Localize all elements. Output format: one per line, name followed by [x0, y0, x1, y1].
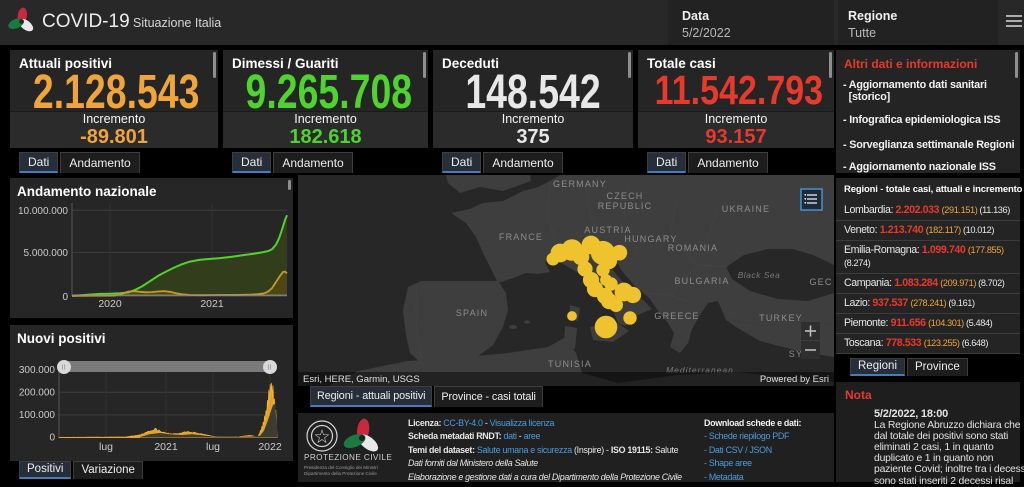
svg-text:200.000: 200.000: [19, 388, 56, 399]
svg-text:GERMANY: GERMANY: [553, 179, 607, 189]
svg-text:PROTEZIONE CIVILE: PROTEZIONE CIVILE: [304, 453, 392, 462]
svg-text:2022: 2022: [258, 441, 282, 453]
svg-text:TUNISIA: TUNISIA: [548, 359, 592, 369]
svg-text:2021: 2021: [200, 298, 224, 310]
svg-text:GREECE: GREECE: [654, 311, 699, 321]
svg-text:2021: 2021: [154, 441, 178, 453]
svg-text:☆: ☆: [313, 427, 330, 448]
svg-text:100.000: 100.000: [19, 410, 56, 421]
svg-text:CZECH: CZECH: [607, 191, 644, 201]
svg-text:0: 0: [49, 433, 55, 444]
svg-text:FRANCE: FRANCE: [499, 232, 543, 242]
svg-text:Presidenza del Consiglio dei M: Presidenza del Consiglio dei Ministri: [304, 465, 378, 470]
svg-text:300.000: 300.000: [19, 365, 56, 376]
svg-text:Esri, HERE, Garmin, USGS: Esri, HERE, Garmin, USGS: [303, 374, 420, 385]
svg-text:5.000.000: 5.000.000: [24, 248, 69, 259]
svg-text:GEC: GEC: [809, 277, 832, 287]
svg-text:TURKEY: TURKEY: [759, 313, 803, 323]
svg-text:lug: lug: [99, 441, 113, 453]
svg-text:UKRAINE: UKRAINE: [722, 204, 770, 214]
svg-text:HUNGARY: HUNGARY: [624, 234, 677, 244]
svg-text:AUSTRIA: AUSTRIA: [584, 225, 631, 235]
svg-text:Mediterranean: Mediterranean: [666, 365, 734, 375]
svg-text:Black Sea: Black Sea: [738, 270, 781, 280]
svg-text:SPAIN: SPAIN: [456, 308, 488, 318]
svg-text:ROMANIA: ROMANIA: [668, 243, 718, 253]
svg-text:Powered by Esri: Powered by Esri: [760, 374, 829, 385]
svg-text:REPUBLIC: REPUBLIC: [598, 201, 653, 211]
svg-text:Dipartimento della Protezione: Dipartimento della Protezione Civile: [304, 471, 377, 476]
svg-text:10.000.000: 10.000.000: [18, 206, 68, 217]
svg-text:2020: 2020: [98, 298, 122, 310]
svg-text:lug: lug: [206, 441, 220, 453]
svg-text:0: 0: [62, 292, 68, 303]
svg-text:SY: SY: [789, 349, 803, 359]
svg-text:BULGARIA: BULGARIA: [674, 276, 729, 286]
